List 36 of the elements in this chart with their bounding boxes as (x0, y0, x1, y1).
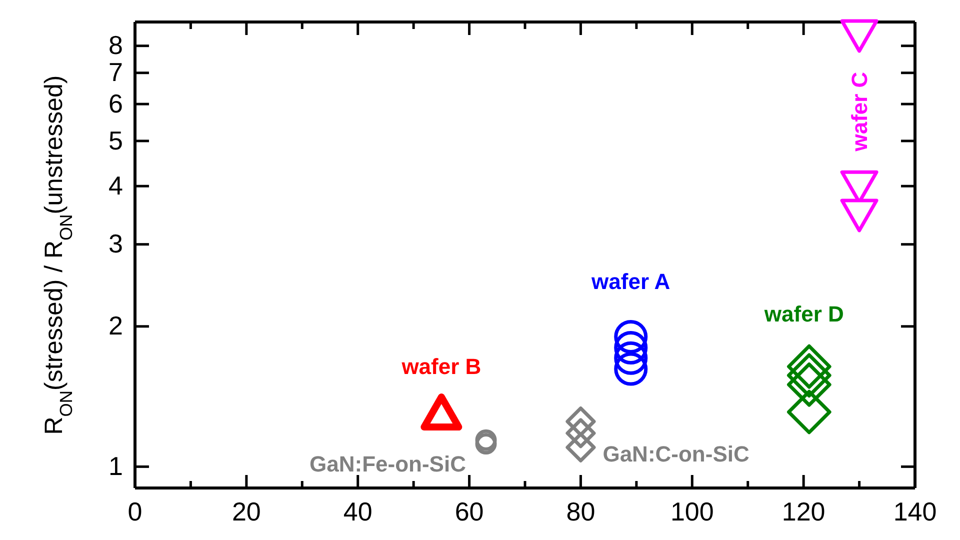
point (475, 429, 497, 451)
x-tick-label: 140 (893, 496, 937, 526)
y-tick-label: 4 (108, 170, 123, 200)
x-tick-label: 100 (670, 496, 714, 526)
x-tick-label: 60 (454, 496, 484, 526)
x-tick-label: 40 (343, 496, 372, 526)
point (786, 353, 832, 398)
y-tick-label: 2 (108, 310, 123, 341)
point (786, 390, 832, 434)
y-tick-label: 1 (108, 450, 123, 481)
point (614, 341, 648, 375)
series-label: wafer A (590, 268, 670, 294)
text: wafer C (846, 72, 872, 152)
point (614, 320, 648, 354)
point (566, 406, 596, 437)
point (420, 394, 462, 431)
point (475, 433, 497, 454)
point (840, 19, 878, 53)
point (614, 331, 648, 364)
series-label: GaN:Fe-on-SiC (310, 452, 466, 477)
point (840, 198, 878, 232)
series-label: wafer B (400, 354, 482, 380)
x-tick-label: 80 (566, 496, 596, 526)
x-tick-label: 120 (782, 496, 826, 526)
y-tick-label: 6 (108, 88, 123, 118)
point (614, 352, 648, 386)
y-tick-label: 3 (108, 228, 123, 259)
point (566, 418, 596, 448)
point (786, 362, 832, 407)
point (566, 432, 596, 462)
point (786, 344, 832, 389)
x-tick-label: 20 (232, 496, 261, 526)
series-label: GaN:C-on-SiC (602, 441, 750, 466)
x-tick-label: 0 (128, 496, 142, 526)
y-tick-label: 5 (108, 125, 123, 156)
series-label: wafer D (763, 302, 844, 327)
